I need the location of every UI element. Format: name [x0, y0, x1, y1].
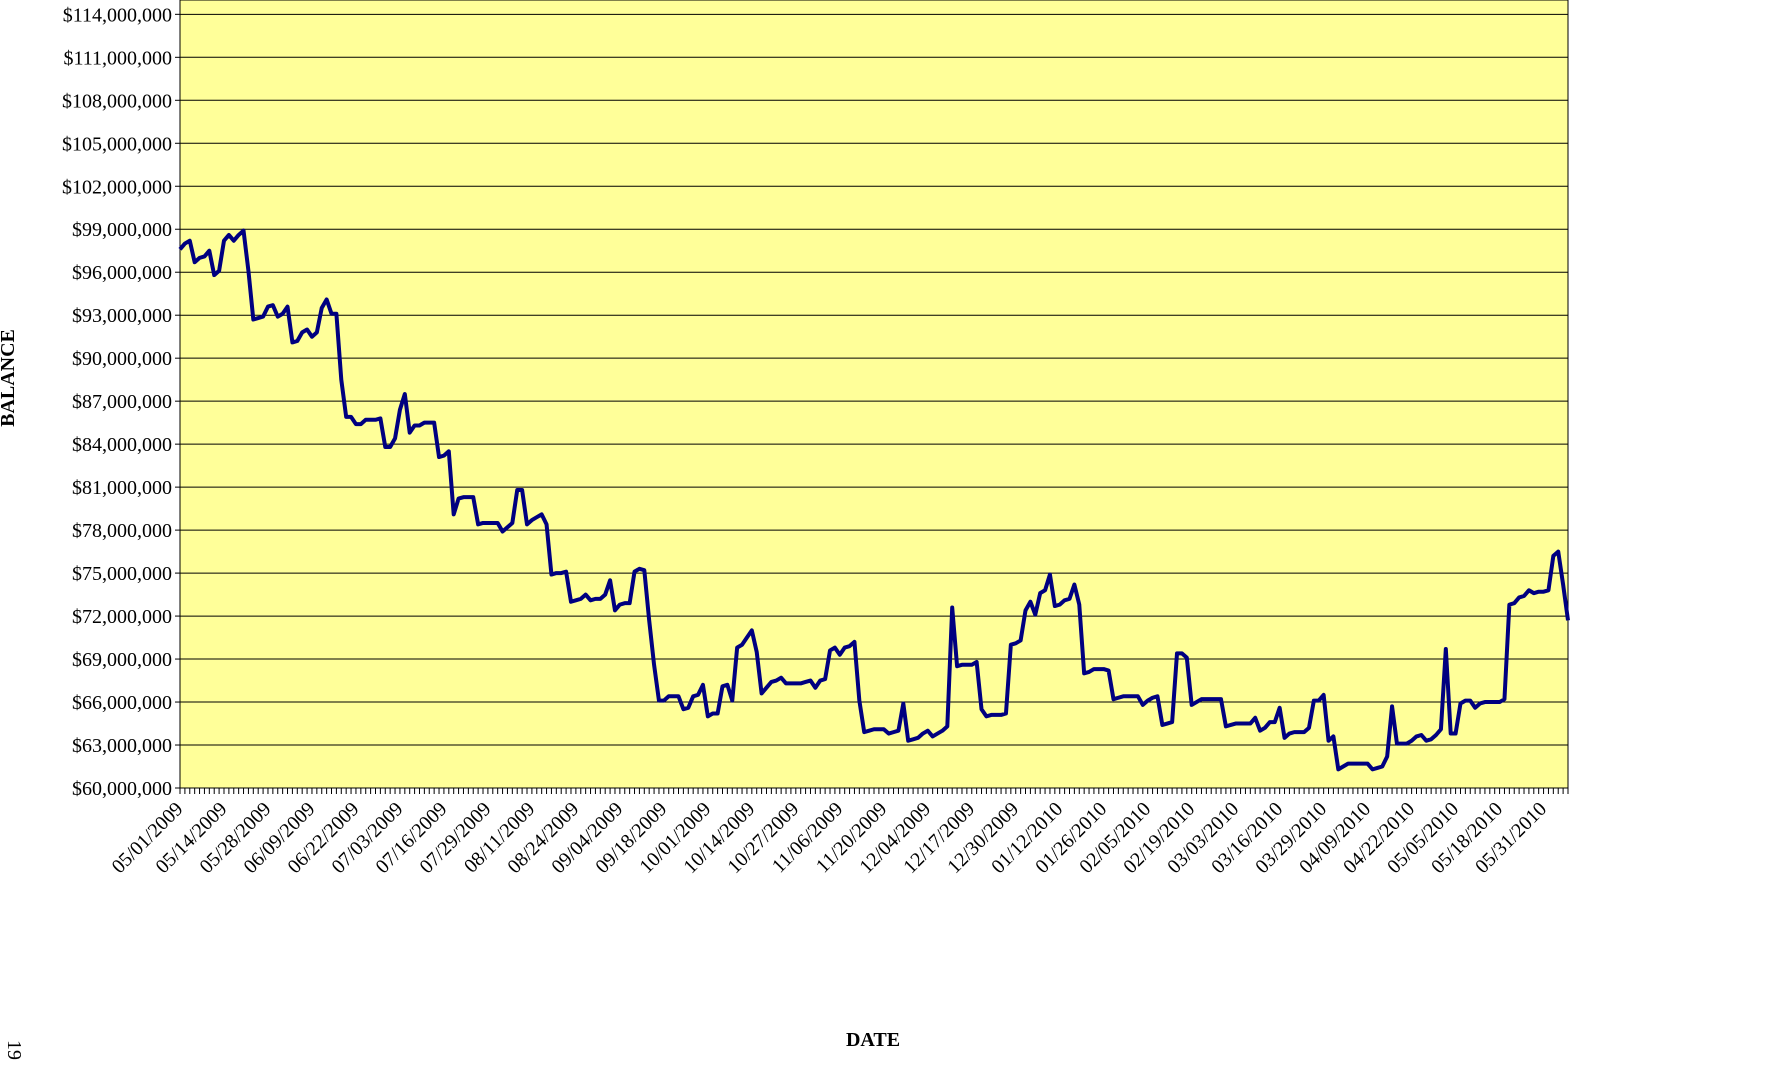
y-tick-label: $72,000,000	[72, 606, 172, 628]
y-axis-label: BALANCE	[0, 329, 19, 427]
y-tick-label: $69,000,000	[72, 649, 172, 671]
y-tick-label: $63,000,000	[72, 735, 172, 757]
y-tick-label: $75,000,000	[72, 563, 172, 585]
y-tick-label: $84,000,000	[72, 434, 172, 456]
y-tick-label: $108,000,000	[62, 90, 172, 112]
y-tick-label: $114,000,000	[63, 4, 172, 26]
y-tick-label: $105,000,000	[62, 133, 172, 155]
plot-area	[179, 0, 1569, 789]
y-tick-label: $111,000,000	[63, 47, 172, 69]
y-tick-label: $60,000,000	[72, 778, 172, 800]
x-axis-label: DATE	[846, 1029, 900, 1051]
y-tick-label: $78,000,000	[72, 520, 172, 542]
y-tick-label: $99,000,000	[72, 219, 172, 241]
y-tick-label: $90,000,000	[72, 348, 172, 370]
y-tick-label: $93,000,000	[72, 305, 172, 327]
balance-line	[178, 228, 1570, 772]
y-tick-label: $66,000,000	[72, 692, 172, 714]
y-tick-label: $102,000,000	[62, 176, 172, 198]
y-tick-label: $87,000,000	[72, 391, 172, 413]
y-tick-label: $96,000,000	[72, 262, 172, 284]
y-tick-label: $81,000,000	[72, 477, 172, 499]
page-number: 19	[3, 1040, 25, 1060]
